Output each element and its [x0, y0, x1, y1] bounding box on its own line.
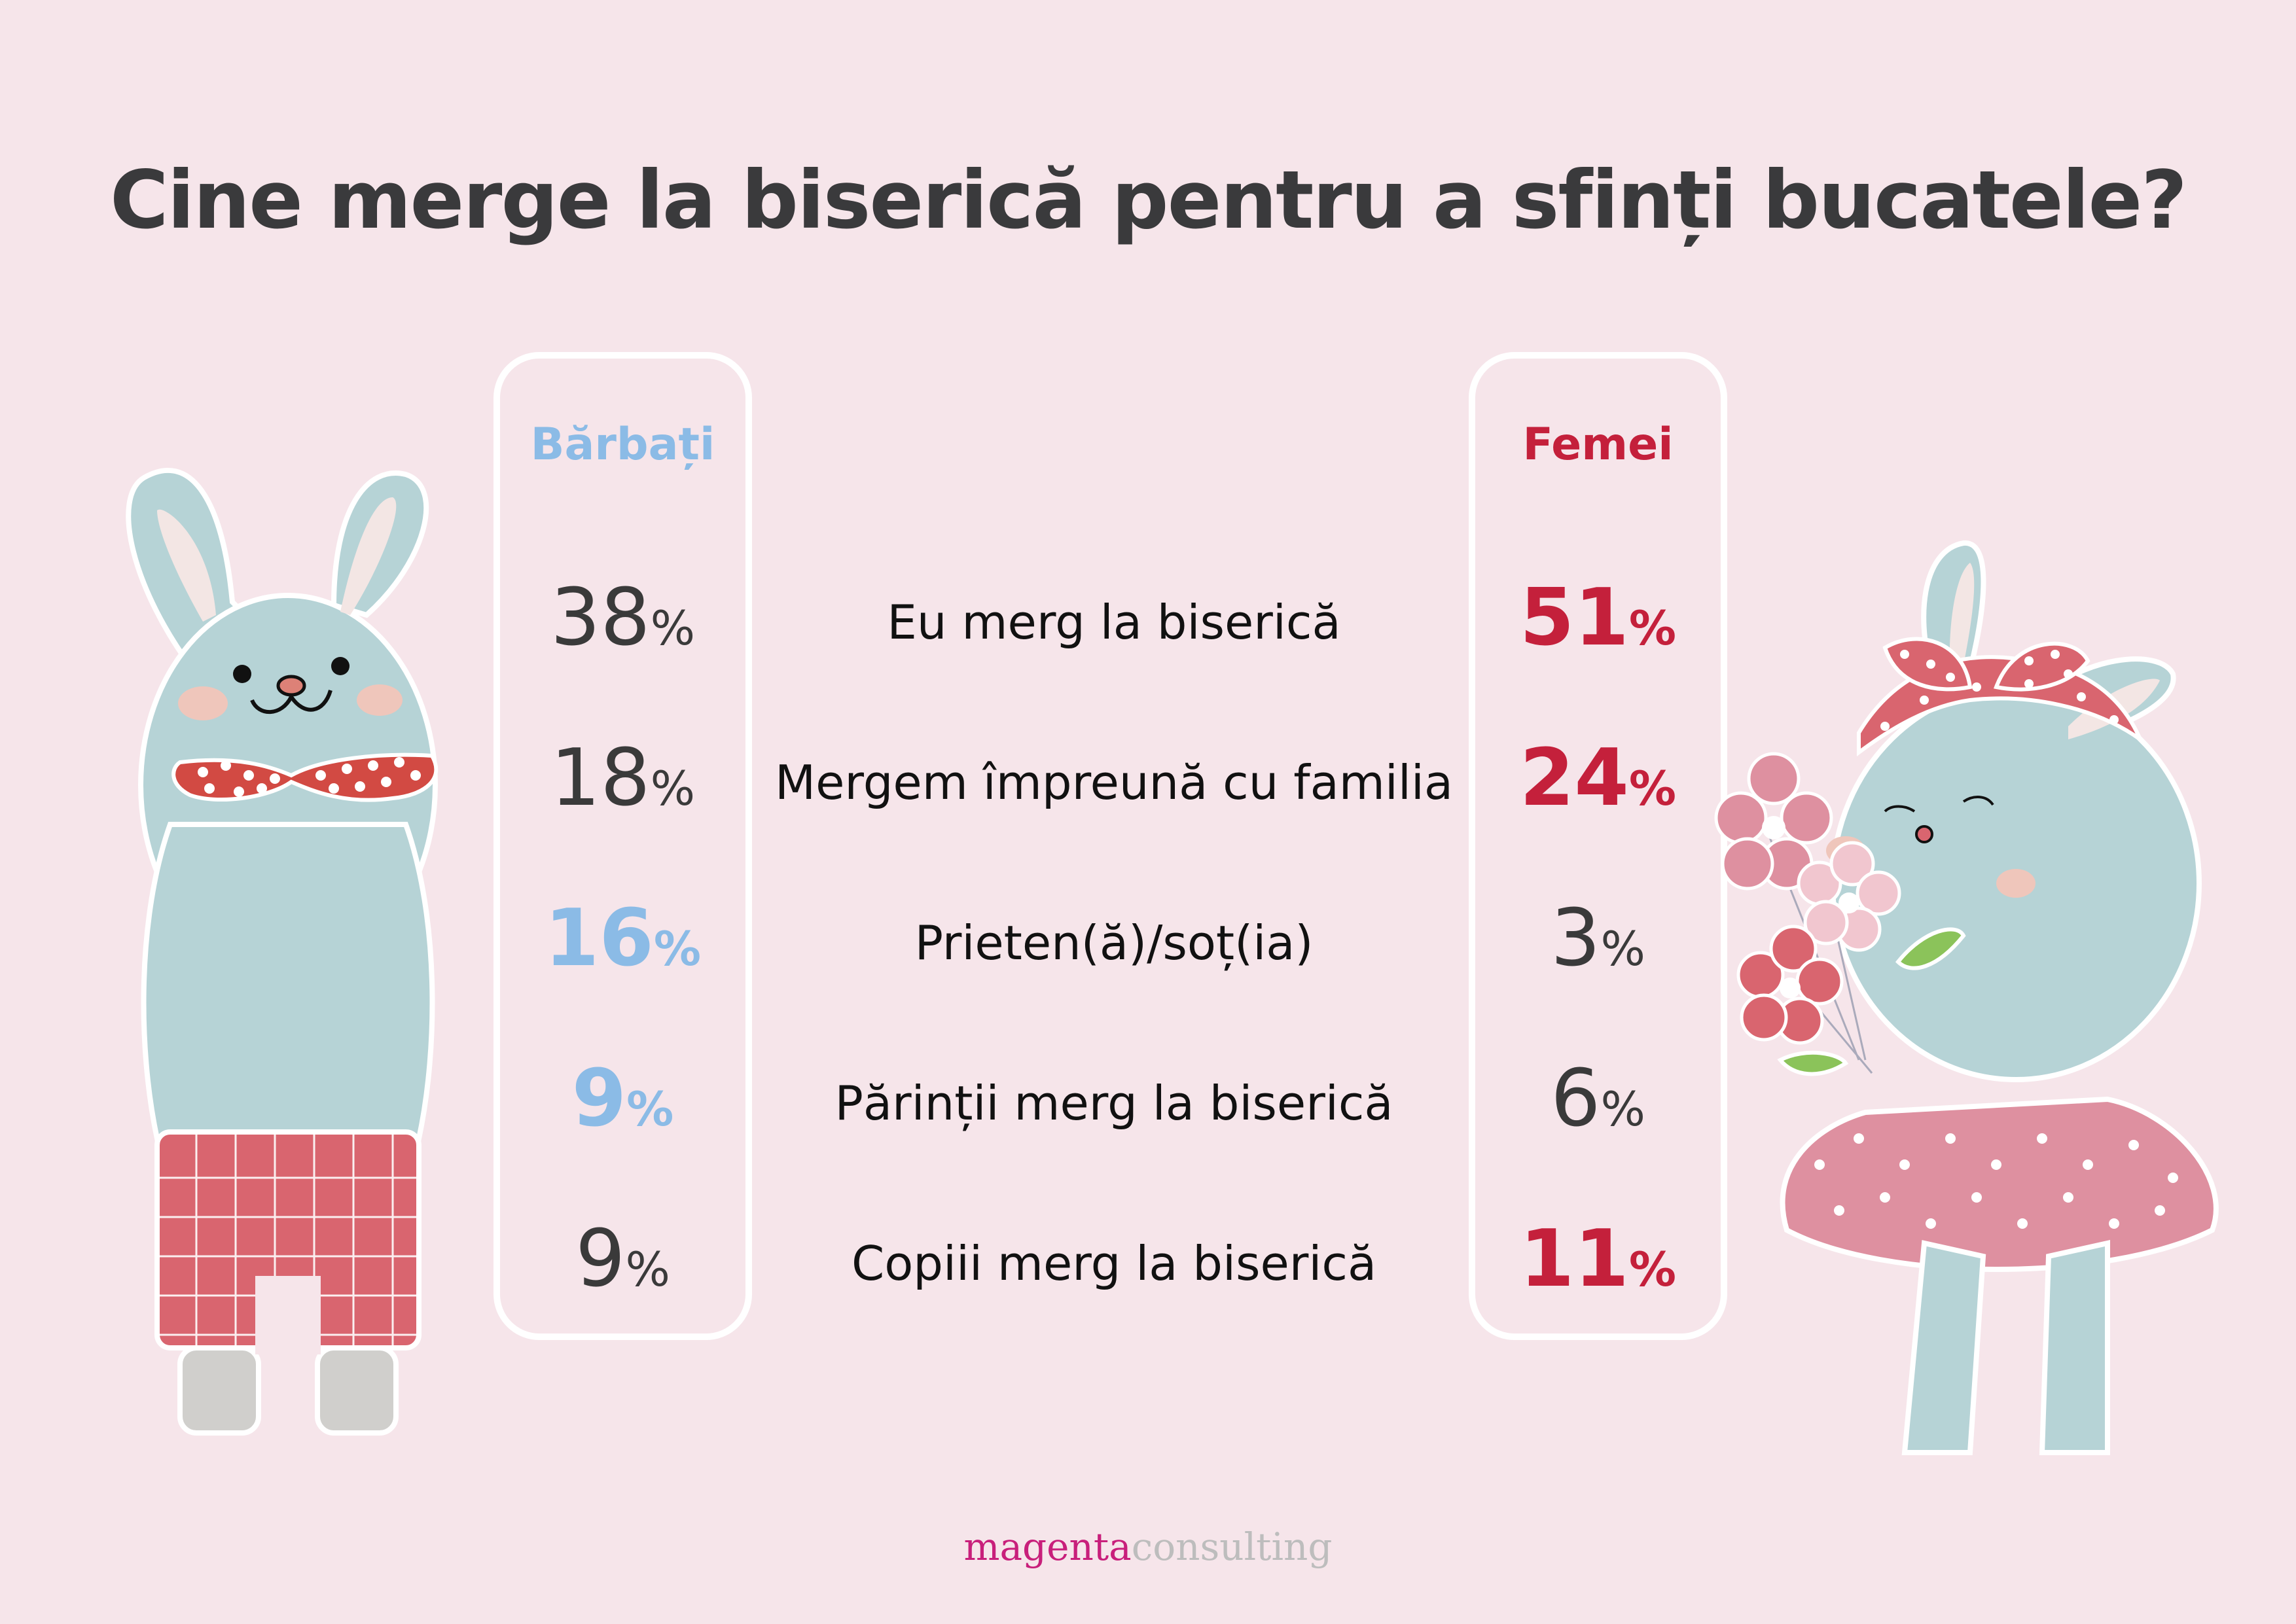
percent-sign: %	[625, 1242, 670, 1297]
percent-sign: %	[1628, 601, 1677, 656]
women-value: 24%	[1469, 739, 1727, 818]
percent-sign: %	[626, 1082, 674, 1137]
men-value-number: 9	[575, 1214, 626, 1305]
men-column-header: Bărbați	[530, 419, 715, 470]
women-value: 3%	[1469, 900, 1727, 978]
women-column-card: Femei	[1469, 352, 1727, 1340]
percent-sign: %	[1600, 921, 1645, 976]
percent-sign: %	[650, 601, 696, 656]
men-column-card: Bărbați	[493, 352, 752, 1340]
row-label: Mergem împreună cu familia	[774, 755, 1454, 810]
boy-bunny-icon	[126, 468, 439, 1436]
row-label: Părinții merg la biserică	[834, 1076, 1393, 1131]
row-label: Eu merg la biserică	[887, 595, 1341, 650]
brand-primary: magenta	[963, 1525, 1132, 1569]
brand-secondary: consulting	[1131, 1525, 1333, 1569]
men-value-number: 16	[544, 893, 654, 984]
women-value: 51%	[1469, 579, 1727, 658]
women-value-number: 3	[1551, 893, 1601, 984]
women-column-header: Femei	[1522, 419, 1674, 470]
men-value: 18%	[493, 739, 752, 818]
women-value-number: 11	[1519, 1214, 1629, 1305]
men-value: 38%	[493, 579, 752, 658]
row-label: Prieten(ă)/soț(ia)	[914, 915, 1314, 970]
percent-sign: %	[1600, 1082, 1645, 1137]
men-value-number: 9	[571, 1053, 627, 1144]
men-value: 9%	[493, 1220, 752, 1299]
women-value-number: 6	[1551, 1053, 1601, 1144]
girl-bunny-with-flowers-icon	[1714, 540, 2219, 1455]
men-value-number: 38	[550, 573, 651, 663]
brand-logo: magentaconsulting	[0, 1525, 2296, 1569]
percent-sign: %	[1628, 1242, 1677, 1297]
women-value-number: 51	[1519, 573, 1629, 663]
row-label: Copiii merg la biserică	[851, 1236, 1377, 1291]
women-value-number: 24	[1519, 733, 1629, 824]
men-value-number: 18	[550, 733, 651, 824]
percent-sign: %	[1628, 761, 1677, 816]
percent-sign: %	[650, 761, 696, 816]
men-value: 16%	[493, 900, 752, 978]
page-title: Cine merge la biserică pentru a sfinți b…	[110, 154, 2187, 247]
percent-sign: %	[653, 921, 702, 976]
women-value: 6%	[1469, 1060, 1727, 1139]
men-value: 9%	[493, 1060, 752, 1139]
women-value: 11%	[1469, 1220, 1727, 1299]
